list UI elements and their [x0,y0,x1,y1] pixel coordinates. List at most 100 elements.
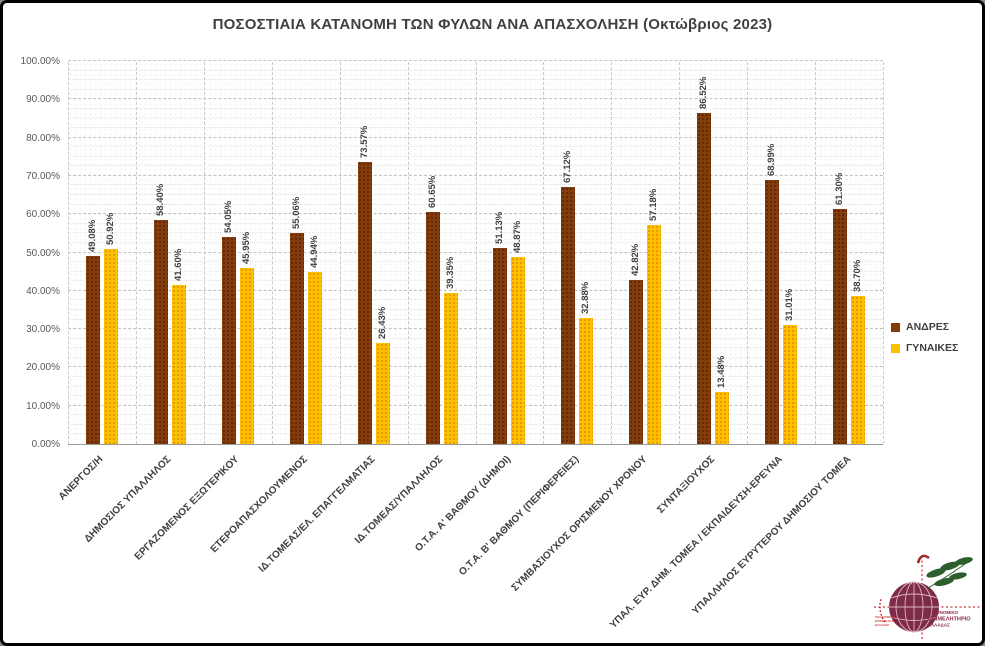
men-series-swatch [891,322,900,332]
y-axis-tick-label: 0.00% [31,439,60,450]
bar-men [561,186,576,444]
bar-value-label: 58.40% [154,184,166,217]
bar-value-label: 55.06% [290,196,302,230]
legend: ΑΝΔΡΕΣ ΓΥΝΑΙΚΕΣ [891,321,958,363]
bar-women [579,318,594,444]
logo-small-line3: ΕΛΛΑΔΟΣ [875,623,889,627]
plot-area: 49.08% 50.92% 58.40% 41.60% 54.05% 45.95% 55.0… [68,60,884,445]
bar-men [493,248,508,444]
bar-men [629,280,644,444]
globe-icon [889,581,939,633]
vertical-gridline [883,62,884,444]
logo-org-line2: ΕΠΙΜΕΛΗΤΗΡΙΟ [928,617,971,623]
bar-women [103,248,118,444]
logo-org-line1: ΟΙΚΟΝΟΜΙΚΟ [928,610,959,615]
bar-women [715,392,730,444]
y-axis-tick-label: 20.00% [26,362,60,374]
bar-value-label: 38.70% [852,259,864,292]
bar-men [425,211,440,444]
bar-women [647,225,662,444]
bar-men [357,162,372,444]
bar-value-label: 42.82% [630,243,642,276]
bar-women [375,342,390,444]
vertical-gridline [815,62,817,444]
bar-value-label: 32.88% [580,281,592,315]
bar-women [171,284,186,444]
bar-men [153,220,168,444]
x-axis-category-label: ΑΝΕΡΓΟΣ/Η [57,454,106,503]
bar-value-label: 54.05% [222,200,234,233]
logo-small-line1: ΟΙΚΟΝΟΜΙΚΟ [875,615,895,619]
bar-men [289,233,304,444]
bar-men [833,209,848,444]
vertical-gridline [407,62,409,444]
x-axis-category-label: ΣΥΝΤΑΞΙΟΥΧΟΣ [655,454,717,516]
women-series-swatch [891,343,900,353]
bar-men [697,112,712,444]
bar-value-label: 41.60% [172,248,184,281]
y-axis-tick-label: 50.00% [26,247,60,259]
bar-women [511,256,526,444]
bar-women [443,293,458,444]
y-axis-tick-label: 30.00% [26,324,60,336]
bar-value-label: 57.18% [648,188,660,222]
y-axis-tick-label: 40.00% [26,285,60,297]
organization-logo: ΟΙΚΟΝΟΜΙΚΟ ΕΠΙΜΕΛΗΤΗΡΙΟ ΕΛΛΑΔΑΣ ΟΙΚΟΝΟΜΙ… [874,554,980,640]
bar-value-label: 49.08% [86,219,98,253]
y-axis-tick-label: 10.00% [26,400,60,412]
bar-women [239,268,254,444]
bar-value-label: 73.57% [358,126,370,159]
logo-hook-icon [916,554,930,564]
x-axis-category-label: Ο.Τ.Α. Β' ΒΑΘΜΟΥ (ΠΕΡΙΦΕΡΕΙΕΣ) [457,454,582,579]
logo-text-block: ΟΙΚΟΝΟΜΙΚΟ ΕΠΙΜΕΛΗΤΗΡΙΟ ΕΛΛΑΔΑΣ ΟΙΚΟΝΟΜΙ… [875,610,971,628]
bar-value-label: 50.92% [104,212,116,245]
logo-arc-ticks [879,598,886,623]
chart-title: ΠΟΣΟΣΤΙΑΙΑ ΚΑΤΑΝΟΜΗ ΤΩΝ ΦΥΛΩΝ ΑΝΑ ΑΠΑΣΧΟ… [212,16,773,33]
vertical-gridline [543,62,545,444]
bar-value-label: 39.35% [444,257,456,290]
legend-item-men: ΑΝΔΡΕΣ [891,321,958,333]
bar-value-label: 86.52% [698,76,710,109]
x-axis-category-label: ΙΔ.ΤΟΜΕΑΣ/ΕΛ. ΕΠΑΓΓΕΛΜΑΤΙΑΣ [256,454,378,575]
logo-small-line2: ΕΠΙΜΕΛΗΤΗΡΙΟ [875,619,899,623]
bar-value-label: 68.99% [766,143,778,176]
vertical-gridline [339,62,341,444]
vertical-gridline [747,62,749,444]
bar-value-label: 51.13% [494,211,506,245]
bar-women [783,325,798,444]
bar-men [765,179,780,444]
leaves-icon [926,557,973,589]
bar-value-label: 26.43% [376,306,388,339]
vertical-gridline [271,62,273,444]
bar-value-label: 31.01% [784,289,796,322]
bar-value-label: 67.12% [562,150,574,183]
y-axis-tick-label: 100.00% [20,56,60,67]
legend-item-women: ΓΥΝΑΙΚΕΣ [891,342,958,354]
vertical-gridline [611,62,613,444]
major-gridline [68,60,883,61]
legend-label-men: ΑΝΔΡΕΣ [906,321,950,333]
vertical-gridline [475,62,477,444]
y-axis-tick-label: 80.00% [26,132,60,144]
bar-value-label: 48.87% [512,220,524,253]
bar-women [307,271,322,444]
logo-org-line3: ΕΛΛΑΔΑΣ [928,623,950,628]
y-axis-tick-label: 70.00% [26,170,60,182]
vertical-gridline [203,62,205,444]
x-axis-category-label: ΣΥΜΒΑΣΙΟΥΧΟΣ ΟΡΙΣΜΕΝΟΥ ΧΡΟΝΟΥ [509,454,650,594]
y-axis-tick-label: 60.00% [26,209,60,221]
y-axis-tick-label: 90.00% [26,94,60,106]
bar-value-label: 61.30% [834,173,846,206]
bar-value-label: 13.48% [716,356,728,389]
vertical-gridline [679,62,681,444]
legend-label-women: ΓΥΝΑΙΚΕΣ [906,342,959,354]
bar-men [221,237,236,444]
bar-value-label: 45.95% [240,231,252,265]
vertical-gridline [135,62,137,444]
bar-value-label: 60.65% [426,175,438,208]
x-axis-category-label: ΥΠΑΛΛΗΛΟΣ ΕΥΡΥΤΕΡΟΥ ΔΗΜΟΣΙΟΥ ΤΟΜΕΑ [689,454,853,617]
bar-men [85,256,100,444]
vertical-gridline [68,62,69,444]
bar-value-label: 44.94% [308,235,320,268]
